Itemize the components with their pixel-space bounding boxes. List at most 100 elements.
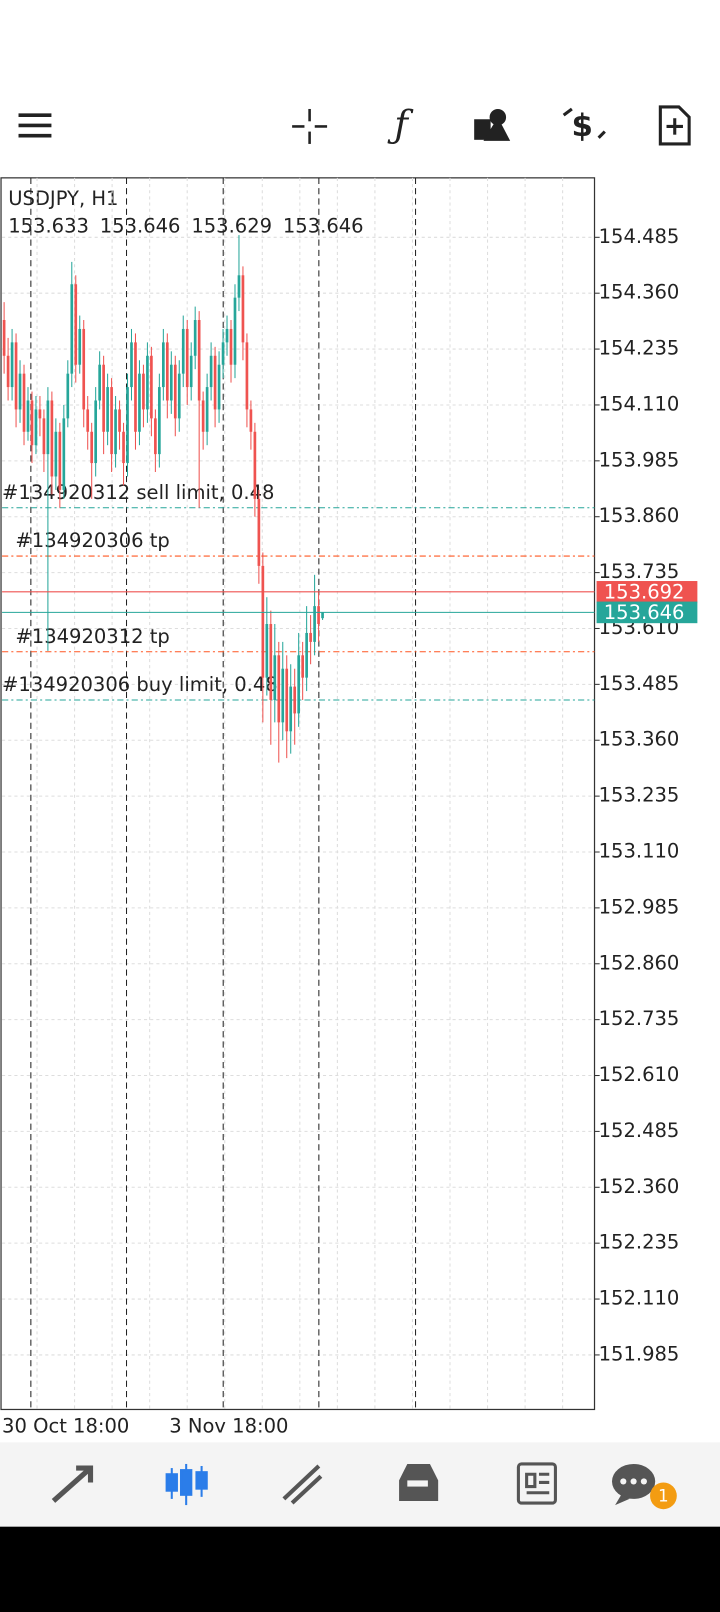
candle-body: [106, 387, 109, 432]
candle-body: [193, 320, 197, 356]
candle-body: [257, 498, 261, 566]
svg-text:$: $: [571, 108, 592, 144]
y-tick-label: 152.985: [599, 895, 680, 918]
candle-body: [10, 342, 14, 388]
candle-body: [217, 364, 221, 410]
candle-body: [197, 320, 201, 401]
candle-body: [169, 364, 173, 401]
crosshair-button[interactable]: [292, 108, 328, 144]
order-label: #134920306 tp: [15, 529, 169, 552]
candle-body: [162, 342, 165, 388]
trade-tab[interactable]: [282, 1464, 323, 1505]
candle-body: [209, 355, 213, 388]
y-tick-label: 151.985: [599, 1342, 680, 1365]
candle-body: [38, 409, 42, 419]
badge-count: 1: [658, 1486, 668, 1505]
candle-body: [78, 328, 82, 365]
trade-button[interactable]: $: [562, 107, 606, 144]
candle-body: [46, 400, 50, 455]
candle-body: [225, 328, 229, 343]
y-tick-label: 154.360: [599, 281, 680, 304]
candle-body: [185, 328, 189, 388]
candle-body: [233, 297, 237, 365]
candle-body: [181, 328, 185, 374]
bottom-nav: [0, 1442, 720, 1527]
candle-body: [98, 364, 101, 401]
y-tick-label: 154.235: [599, 337, 680, 360]
chart-tab[interactable]: [165, 1463, 208, 1506]
chart-frame: [0, 177, 596, 1411]
order-label: #134920312 sell limit, 0.48: [2, 481, 274, 504]
candle-body: [165, 342, 169, 401]
candle-body: [150, 355, 153, 419]
candle-body: [122, 431, 125, 464]
order-label: #134920312 tp: [15, 625, 169, 648]
y-tick-label: 152.360: [599, 1175, 680, 1198]
x-tick-label: 30 Oct 18:00: [2, 1414, 129, 1437]
candle-body: [30, 400, 34, 446]
quotes-tab[interactable]: [51, 1465, 94, 1503]
candle-body: [154, 418, 157, 455]
candle-body: [158, 387, 161, 455]
candle-body: [110, 387, 113, 455]
candle-body: [305, 632, 308, 678]
candle-body: [90, 431, 94, 464]
candle-body: [58, 431, 62, 490]
ohlc-value: 153.646: [100, 215, 181, 238]
symbol: USDJPY, H1: [8, 187, 118, 210]
badge: [650, 1482, 677, 1510]
y-tick-label: 153.485: [599, 672, 680, 695]
menu-button[interactable]: [18, 113, 52, 138]
new-order-button[interactable]: [658, 105, 691, 146]
candle-body: [277, 655, 281, 723]
candle-body: [50, 400, 54, 477]
candle-body: [126, 387, 129, 464]
candle-body: [146, 355, 149, 410]
candle-body: [321, 612, 324, 619]
y-tick-label: 152.235: [599, 1231, 680, 1254]
objects-button[interactable]: [474, 108, 511, 141]
y-tick-label: 153.735: [599, 560, 680, 583]
chat-tab[interactable]: [612, 1463, 656, 1506]
candle-body: [138, 373, 141, 432]
news-tab[interactable]: [516, 1462, 557, 1505]
candle-body: [2, 320, 6, 356]
ohlc-value: 153.646: [283, 215, 364, 238]
y-tick-label: 152.110: [599, 1287, 680, 1310]
candle-body: [62, 418, 66, 490]
y-tick-label: 152.485: [599, 1119, 680, 1142]
candle-body: [142, 373, 145, 410]
candle-body: [86, 409, 90, 432]
y-tick-label: 153.235: [599, 784, 680, 807]
candle-body: [309, 632, 312, 642]
indicators-button[interactable]: ƒ: [387, 103, 414, 146]
history-tab[interactable]: [399, 1463, 439, 1501]
candle-body: [241, 275, 245, 343]
candle-body: [18, 373, 22, 410]
candle-body: [313, 606, 316, 642]
candle-body: [134, 342, 137, 432]
candle-body: [102, 364, 105, 432]
x-tick-label: 3 Nov 18:00: [169, 1414, 288, 1437]
candle-body: [66, 373, 70, 419]
y-tick-label: 153.360: [599, 728, 680, 751]
candle-body: [189, 355, 193, 388]
candle-body: [114, 409, 117, 455]
candle-body: [70, 284, 74, 374]
candle-body: [229, 328, 233, 365]
candle-body: [82, 328, 86, 410]
candle-body: [265, 624, 269, 678]
ohlc-value: 153.629: [191, 215, 272, 238]
y-tick-label: 154.485: [599, 225, 680, 248]
bid-price: 153.646: [604, 601, 685, 624]
y-tick-label: 153.110: [599, 840, 680, 863]
candle-body: [130, 342, 133, 388]
candle-body: [205, 387, 209, 432]
y-tick-label: 152.735: [599, 1007, 680, 1030]
y-tick-label: 153.860: [599, 504, 680, 527]
candle-body: [297, 655, 301, 714]
bid-tag: [596, 601, 698, 624]
candle-body: [269, 624, 273, 701]
